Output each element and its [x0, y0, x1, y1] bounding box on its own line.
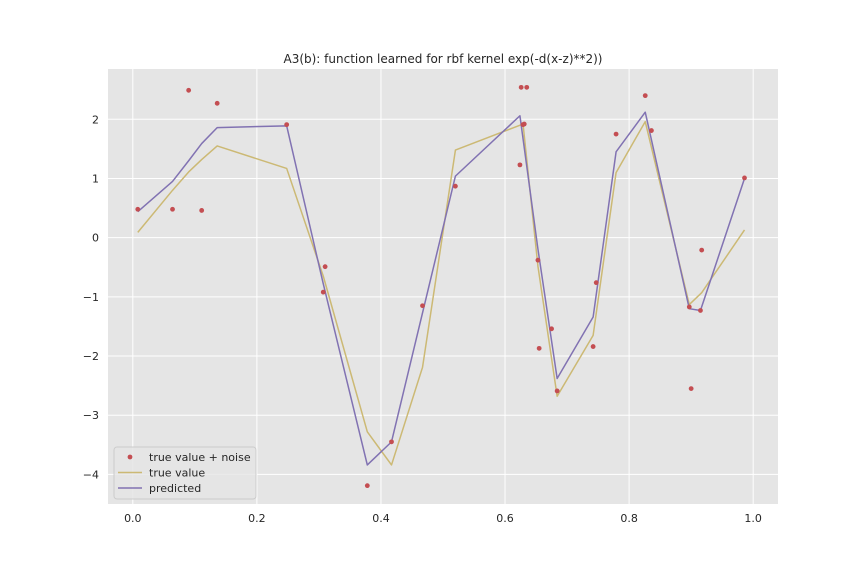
x-tick-label: 0.6 — [496, 512, 514, 525]
data-point — [420, 303, 425, 309]
x-tick-label: 0.0 — [124, 512, 142, 525]
x-tick-label: 0.8 — [620, 512, 638, 525]
legend-label-true-value: true value — [149, 467, 205, 480]
data-point — [688, 386, 694, 391]
data-point — [214, 100, 220, 106]
series-line-true-value — [137, 120, 746, 466]
data-point — [517, 162, 523, 168]
data-point — [698, 308, 703, 313]
legend-box — [113, 446, 257, 500]
data-point — [186, 87, 192, 93]
grid-lines — [108, 69, 778, 504]
data-point — [554, 388, 560, 394]
data-point — [135, 206, 141, 212]
data-point — [535, 257, 541, 263]
y-tick-label: −4 — [83, 468, 99, 481]
x-tick-label: 1.0 — [744, 512, 762, 525]
y-tick-label: 2 — [92, 113, 99, 126]
data-point — [549, 326, 554, 332]
y-tick-label: 0 — [92, 232, 99, 245]
y-tick-label: −3 — [83, 409, 99, 422]
data-point — [322, 264, 328, 270]
data-point — [453, 183, 458, 189]
data-point — [521, 121, 527, 127]
data-point — [518, 84, 524, 90]
data-point — [593, 280, 599, 286]
data-point — [536, 345, 542, 351]
x-axis: 0.0 0.2 0.4 0.6 0.8 1.0 — [124, 512, 762, 525]
legend: true value + noise true value predicted — [113, 446, 257, 500]
data-point — [284, 122, 290, 128]
data-point — [699, 247, 705, 253]
x-tick-label: 0.2 — [248, 512, 266, 525]
data-point — [686, 304, 692, 310]
series-line-predicted — [137, 111, 746, 466]
y-tick-label: −2 — [83, 350, 99, 363]
data-point — [742, 175, 747, 181]
y-tick-label: −1 — [83, 291, 99, 304]
data-point — [590, 344, 596, 349]
data-point — [389, 439, 394, 445]
x-tick-label: 0.4 — [372, 512, 390, 525]
data-point — [320, 289, 326, 295]
y-tick-label: 1 — [92, 172, 99, 185]
legend-label-predicted: predicted — [149, 482, 201, 495]
plot-area — [108, 69, 778, 504]
series-layer — [135, 84, 747, 489]
y-axis: −4 −3 −2 −1 0 1 2 — [83, 113, 99, 481]
chart-title: A3(b): function learned for rbf kernel e… — [283, 52, 602, 66]
data-point — [649, 128, 654, 133]
data-point — [199, 208, 205, 213]
data-point — [613, 131, 619, 137]
data-point — [642, 93, 648, 99]
data-point — [170, 206, 175, 212]
legend-marker-true-value-noise — [127, 454, 133, 460]
legend-label-true-value-noise: true value + noise — [149, 451, 251, 464]
data-point — [364, 483, 370, 489]
data-point — [524, 84, 530, 90]
